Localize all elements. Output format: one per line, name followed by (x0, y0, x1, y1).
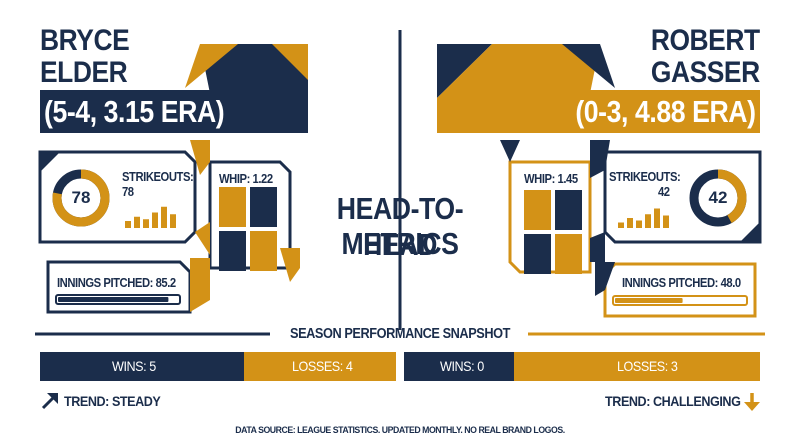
arrow-down-icon (744, 393, 760, 411)
right-innings-accent (595, 262, 615, 296)
footer-note: DATA SOURCE: LEAGUE STATISTICS. UPDATED … (235, 425, 565, 436)
left-spark-bar-4 (161, 206, 167, 228)
left-panel-corner (40, 152, 60, 172)
right-wins-label: WINS: 0 (440, 358, 484, 374)
left-wins-label: WINS: 5 (112, 358, 156, 374)
right-whip-cell-1-1 (555, 234, 582, 274)
left-innings-label: INNINGS PITCHED: 85.2 (57, 276, 176, 290)
right-whip-cell-0-0 (524, 190, 551, 230)
right-spark-bar-4 (654, 208, 660, 228)
left-losses-label: LOSSES: 4 (292, 358, 353, 374)
right-ring-center (699, 179, 737, 217)
left-player-first-name: BRYCE (40, 24, 130, 57)
left-wins-bar (40, 352, 244, 381)
right-spark-bar-3 (645, 214, 651, 228)
right-spark-bar-0 (618, 222, 624, 228)
center-title-line1: HEAD-TO-HEAD (336, 191, 464, 262)
left-spark-bar-2 (143, 219, 149, 228)
right-whip-accent (500, 140, 520, 162)
right-panel-corner (740, 222, 760, 242)
right-player-first-name: ROBERT (651, 24, 760, 57)
right-panel-accent-2 (590, 232, 605, 262)
left-innings-accent (190, 258, 210, 312)
right-whip-cell-0-1 (524, 234, 551, 274)
arrow-up-right-icon (41, 393, 58, 410)
left-whip-accent-2 (280, 248, 300, 282)
left-record-banner (40, 90, 245, 133)
right-player-record: (0-3, 4.88 ERA) (575, 94, 757, 129)
left-spark-bar-5 (170, 214, 176, 228)
left-player-record: (5-4, 3.15 ERA) (44, 94, 225, 129)
right-strikeouts-label: STRIKEOUTS: (609, 170, 681, 184)
right-whip-cell-1-0 (555, 190, 582, 230)
left-spark-bar-0 (125, 221, 131, 228)
left-whip-cell-0-1 (219, 231, 246, 271)
left-losses-bar (244, 352, 396, 381)
right-whip-label: WHIP: 1.45 (524, 172, 578, 186)
left-whip-label: WHIP: 1.22 (219, 172, 273, 186)
right-wins-bar (404, 352, 514, 381)
left-strikeouts-value: 78 (122, 185, 134, 199)
left-header-corner (272, 44, 308, 80)
right-innings-label: INNINGS PITCHED: 48.0 (622, 276, 741, 290)
right-spark-bar-5 (663, 215, 669, 228)
right-trend-label: TREND: CHALLENGING (604, 393, 741, 409)
right-spark-bar-1 (627, 218, 633, 228)
right-strikeouts-panel (603, 150, 762, 244)
left-ring-progress (52, 169, 110, 227)
left-trend-label: TREND: STEADY (64, 393, 161, 409)
left-spark-bar-1 (134, 216, 140, 228)
left-ring-value: 78 (71, 188, 91, 207)
right-ring-value: 42 (708, 188, 728, 207)
left-ring-center (62, 179, 100, 217)
right-header-navy-wedge (562, 44, 615, 88)
right-record-banner (555, 90, 760, 133)
right-ring-progress (689, 169, 747, 227)
right-innings-panel (603, 262, 757, 318)
center-title-line2: METRICS (341, 226, 459, 261)
right-panel-accent (590, 140, 610, 178)
left-spark-bar-3 (152, 212, 158, 228)
right-losses-label: LOSSES: 3 (617, 358, 678, 374)
left-player-last-name: ELDER (40, 56, 128, 89)
right-player-last-name: GASSER (651, 56, 760, 89)
snapshot-title: SEASON PERFORMANCE SNAPSHOT (290, 326, 510, 342)
left-whip-cell-0-0 (219, 187, 246, 227)
right-losses-bar (514, 352, 760, 381)
left-header-gold-wedge (185, 44, 238, 88)
left-whip-cell-1-0 (250, 187, 277, 227)
right-strikeouts-value: 42 (658, 185, 670, 199)
left-whip-accent-3 (195, 222, 210, 255)
left-whip-cell-1-1 (250, 231, 277, 271)
right-spark-bar-2 (636, 220, 642, 228)
right-innings-fill (615, 298, 683, 303)
left-whip-accent (190, 140, 210, 175)
right-header-fill (437, 44, 492, 133)
left-innings-fill (58, 297, 169, 302)
left-strikeouts-label: STRIKEOUTS: (122, 170, 194, 184)
